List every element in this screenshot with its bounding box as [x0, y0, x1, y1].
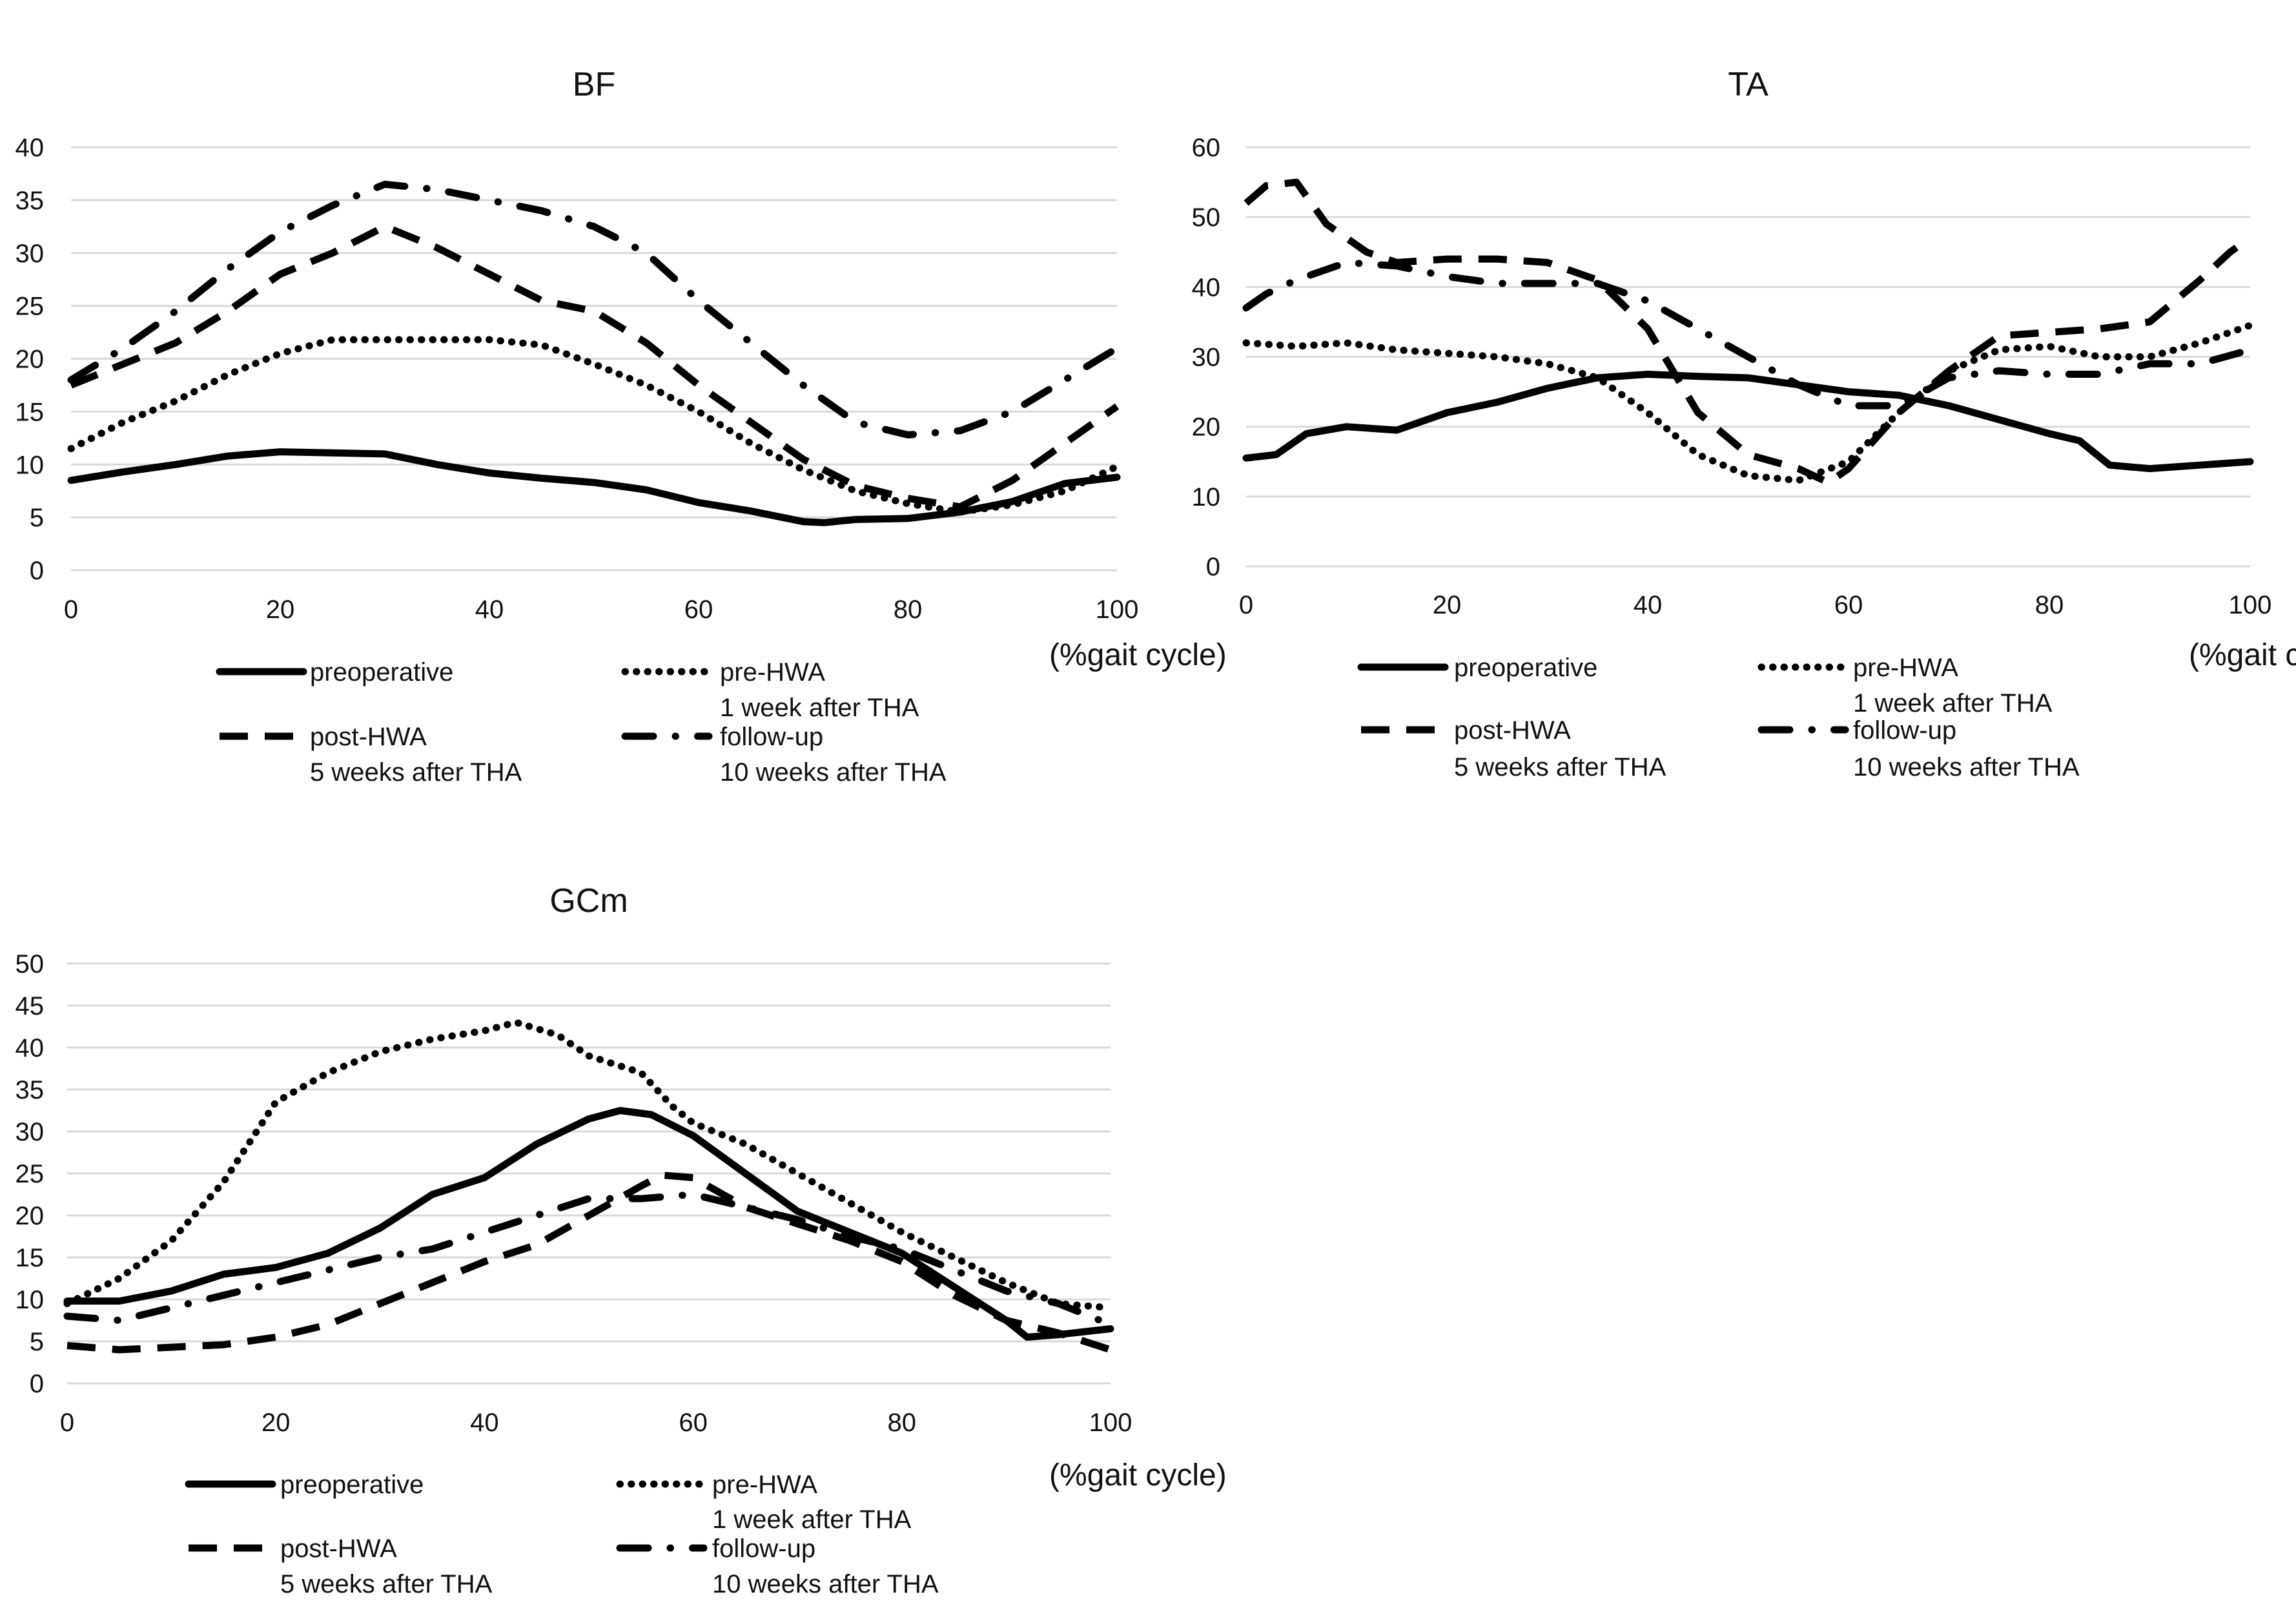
x-tick-label: 0 [64, 595, 78, 624]
y-tick-label: 10 [15, 451, 45, 479]
legend-label: pre-HWA [712, 1471, 817, 1499]
legend-sublabel: 10 weeks after THA [712, 1570, 939, 1598]
series-line-follow-up [67, 180, 1121, 439]
legend-label: post-HWA [280, 1534, 397, 1563]
legend-label: post-HWA [310, 723, 427, 751]
legend: preoperative pre-HWA 1 week after THA post-… [216, 658, 947, 787]
y-tick-label: 40 [15, 134, 45, 162]
legend-label: post-HWA [1454, 716, 1571, 745]
y-tick-label: 25 [15, 293, 45, 321]
y-tick-label: 0 [30, 1370, 44, 1398]
y-tick-label: 15 [15, 1244, 45, 1272]
x-tick-label: 20 [266, 595, 295, 624]
y-tick-label: 35 [15, 187, 45, 215]
x-tick-label: 20 [1433, 591, 1462, 619]
y-tick-label: 40 [15, 1034, 45, 1062]
x-tick-label: 0 [60, 1409, 74, 1437]
legend-sublabel: 5 weeks after THA [1454, 753, 1666, 781]
x-tick-label: 60 [684, 595, 713, 624]
x-tick-label: 80 [894, 595, 923, 624]
series-line-pre-hwa [67, 336, 1121, 516]
y-tick-label: 30 [15, 1118, 45, 1146]
legend-label: preoperative [280, 1471, 424, 1499]
x-tick-label: 40 [1634, 591, 1663, 619]
y-tick-label: 25 [15, 1160, 45, 1188]
legend-sublabel: 5 weeks after THA [280, 1570, 493, 1598]
y-tick-label: 20 [1192, 413, 1221, 442]
y-tick-label: 10 [1192, 483, 1221, 511]
legend-sublabel: 1 week after THA [712, 1505, 912, 1534]
y-tick-label: 20 [15, 1202, 45, 1230]
legend-label: preoperative [310, 658, 453, 687]
legend-sublabel: 10 weeks after THA [1853, 753, 2080, 781]
x-tick-label: 100 [1096, 595, 1139, 624]
series-line-pre-hwa [63, 1018, 1114, 1312]
legend-sublabel: 1 week after THA [1853, 689, 2053, 718]
legend-label: preoperative [1454, 654, 1597, 682]
series-line-follow-up [63, 1191, 1114, 1328]
x-tick-label: 0 [1239, 591, 1253, 619]
x-tick-label: 40 [475, 595, 504, 624]
x-tick-label: 60 [1834, 591, 1863, 619]
x-tick-label: 60 [679, 1409, 708, 1437]
y-tick-label: 5 [30, 504, 44, 532]
chart-title: BF [573, 66, 615, 103]
y-tick-label: 45 [15, 992, 45, 1020]
y-tick-label: 5 [30, 1328, 44, 1356]
x-tick-label: 40 [470, 1409, 499, 1437]
y-tick-label: 40 [1192, 273, 1221, 302]
y-tick-label: 30 [15, 240, 45, 268]
series-line-follow-up [1242, 259, 2254, 409]
legend-sublabel: 5 weeks after THA [310, 758, 522, 787]
x-tick-label: 100 [2229, 591, 2272, 619]
y-tick-label: 15 [15, 398, 45, 426]
legend-sublabel: 10 weeks after THA [720, 758, 947, 787]
legend: preoperative pre-HWA 1 week after THA post-… [1357, 654, 2080, 781]
y-tick-label: 20 [15, 346, 45, 374]
legend-label: pre-HWA [1853, 654, 1958, 682]
x-tick-label: 80 [2035, 591, 2064, 619]
series-line-post-hwa [1244, 178, 2253, 486]
series-line-post-hwa [67, 1172, 1112, 1354]
y-tick-label: 0 [30, 557, 44, 585]
series-line-preoperative [63, 1107, 1114, 1341]
chart-gcm: GCm 0 5 10 15 20 25 30 35 40 45 50 0 20 40 60 80 100 (%gai… [15, 882, 1227, 1598]
x-tick-label: 80 [888, 1409, 917, 1437]
x-tick-label: 100 [1089, 1409, 1133, 1437]
chart-ta: TA 0 10 20 30 40 50 60 0 20 40 60 80 100 (%gait cycle)… [1192, 66, 2296, 781]
legend-label: follow-up [1853, 716, 1956, 745]
series-line-pre-hwa [1242, 322, 2254, 484]
legend-label: pre-HWA [720, 658, 825, 687]
x-tick-label: 20 [261, 1409, 291, 1437]
y-tick-label: 60 [1192, 134, 1221, 162]
chart-title: GCm [549, 882, 628, 920]
legend-label: follow-up [720, 723, 823, 751]
legend: preoperative pre-HWA 1 week after THA post-… [185, 1471, 939, 1598]
y-tick-label: 35 [15, 1076, 45, 1104]
chart-title: TA [1728, 66, 1768, 103]
legend-label: follow-up [712, 1534, 815, 1563]
y-tick-label: 30 [1192, 344, 1221, 372]
x-axis-label: (%gait cycle) [1049, 638, 1227, 672]
y-tick-label: 50 [1192, 203, 1221, 232]
legend-sublabel: 1 week after THA [720, 694, 919, 722]
series-line-preoperative [1242, 371, 2254, 473]
y-tick-label: 0 [1206, 553, 1220, 581]
x-axis-label: (%gait cycle) [2189, 638, 2296, 672]
y-tick-label: 50 [15, 950, 45, 978]
y-tick-label: 10 [15, 1286, 45, 1314]
x-axis-label: (%gait cycle) [1049, 1458, 1227, 1492]
series-line-post-hwa [69, 223, 1120, 511]
series-line-preoperative [67, 448, 1121, 526]
